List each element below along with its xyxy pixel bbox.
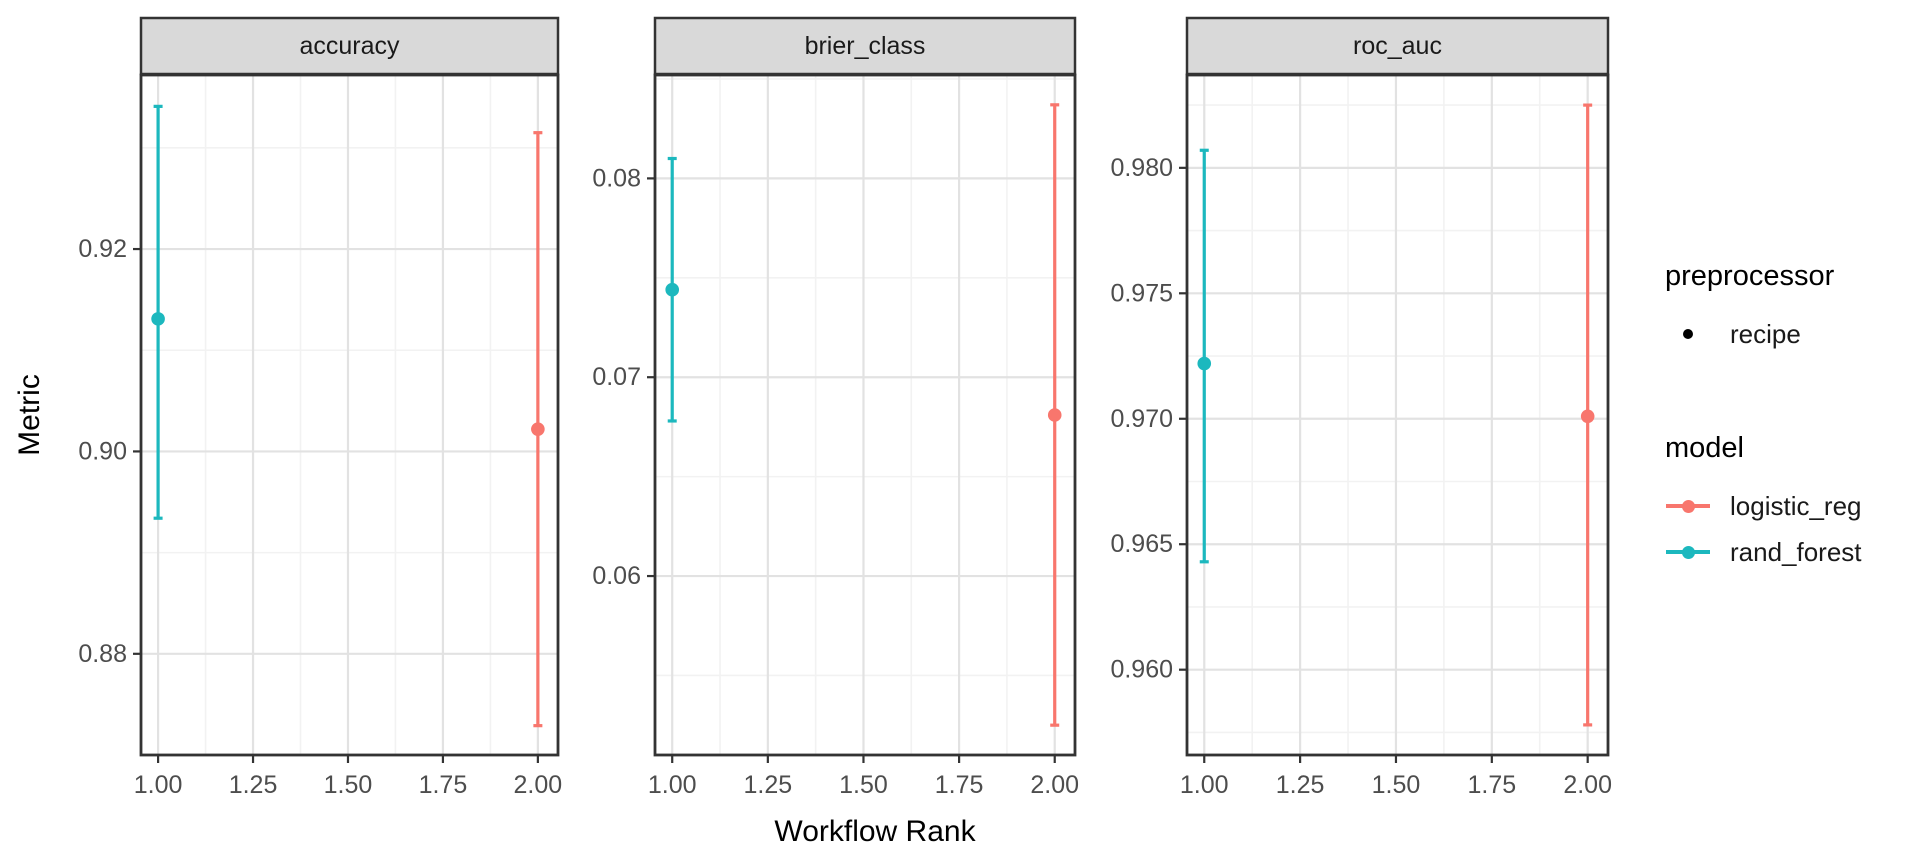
x-tick-label: 1.25 — [229, 771, 278, 799]
legend: preprocessor recipe model logistic_reg r… — [1650, 0, 1910, 864]
facet-strip — [1185, 16, 1610, 76]
legend-item-recipe: recipe — [1660, 311, 1801, 357]
y-tick-label: 0.90 — [78, 437, 127, 465]
pointrange-key-icon — [1660, 483, 1716, 529]
y-tick-label: 0.07 — [592, 363, 641, 391]
x-axis-title: Workflow Rank — [774, 815, 976, 848]
y-tick-label: 0.08 — [592, 164, 641, 192]
panel-background — [141, 75, 558, 755]
legend-item-rand-forest: rand_forest — [1660, 529, 1862, 575]
x-tick-label: 1.50 — [1372, 771, 1421, 799]
pointrange-point-logistic_reg — [1047, 408, 1062, 422]
x-tick-label: 1.50 — [839, 771, 888, 799]
y-tick-label: 0.88 — [78, 640, 127, 668]
y-tick-label: 0.970 — [1110, 405, 1173, 433]
pointrange-point-rand_forest — [665, 282, 680, 297]
recipe-point-icon — [1660, 311, 1716, 357]
y-tick-label: 0.960 — [1110, 656, 1173, 684]
pointrange-point-rand_forest — [1197, 356, 1212, 371]
x-tick-label: 1.75 — [1467, 771, 1516, 799]
panel-background — [655, 75, 1075, 755]
facet-strip — [653, 16, 1077, 76]
x-tick-label: 1.00 — [134, 771, 183, 799]
legend-item-label: logistic_reg — [1730, 490, 1862, 521]
x-tick-label: 1.75 — [935, 771, 984, 799]
y-tick-label: 0.975 — [1110, 279, 1173, 307]
y-axis-title: Metric — [13, 374, 46, 456]
x-tick-label: 1.00 — [1180, 771, 1229, 799]
facet-strip-label: roc_auc — [1353, 32, 1442, 60]
legend-model-title: model — [1665, 432, 1744, 464]
x-tick-label: 1.25 — [1276, 771, 1325, 799]
x-tick-label: 1.75 — [419, 771, 468, 799]
pointrange-key-icon — [1660, 529, 1716, 575]
pointrange-point-logistic_reg — [1580, 409, 1595, 424]
y-tick-label: 0.92 — [78, 235, 127, 263]
facet-strip — [139, 16, 560, 76]
x-tick-label: 1.25 — [744, 771, 793, 799]
panel-background — [1187, 75, 1608, 755]
pointrange-point-logistic_reg — [531, 422, 545, 436]
x-tick-label: 2.00 — [514, 771, 563, 799]
facet-strip-label: accuracy — [299, 32, 400, 60]
y-tick-label: 0.965 — [1110, 530, 1173, 558]
facet-strip-label: brier_class — [805, 32, 926, 60]
legend-item-logistic-reg: logistic_reg — [1660, 483, 1862, 529]
legend-preprocessor-title: preprocessor — [1665, 260, 1835, 292]
legend-item-label: recipe — [1730, 318, 1801, 349]
y-tick-label: 0.980 — [1110, 154, 1173, 182]
y-tick-label: 0.06 — [592, 562, 641, 590]
legend-item-label: rand_forest — [1730, 536, 1862, 567]
x-tick-label: 2.00 — [1030, 771, 1079, 799]
pointrange-point-rand_forest — [151, 312, 165, 326]
x-tick-label: 1.50 — [324, 771, 373, 799]
x-tick-label: 2.00 — [1563, 771, 1612, 799]
x-tick-label: 1.00 — [648, 771, 697, 799]
